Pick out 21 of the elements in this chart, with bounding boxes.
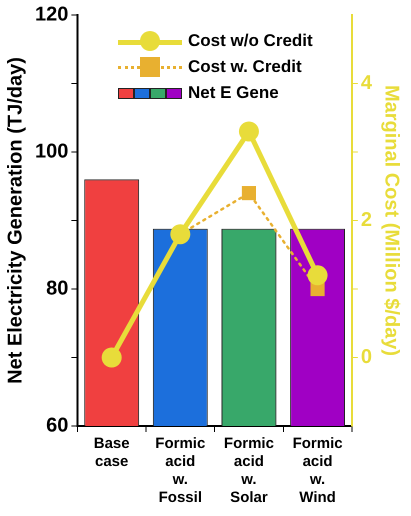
point: [308, 265, 328, 286]
legend-label: Cost w. Credit: [188, 57, 302, 77]
x-tick-label: Formic acid w. Wind: [292, 435, 343, 506]
point: [170, 224, 190, 244]
y-tick-label: 120: [34, 4, 68, 26]
y2-tick-label: 2: [360, 209, 372, 232]
point: [242, 186, 256, 200]
y-axis-title: Net Electricity Generation (TJ/day): [4, 57, 27, 384]
y-tick-label: 60: [46, 414, 68, 437]
x-tick-label: Base case: [94, 435, 130, 470]
y2-axis-title: Marginal Cost (Million $/day): [380, 84, 402, 356]
y2-tick-label: 4: [360, 72, 373, 94]
y-tick-label: 100: [34, 140, 68, 163]
x-tick-label: Formic acid w. Fossil: [155, 435, 206, 506]
point: [102, 348, 122, 368]
legend-label: Net E Gene: [188, 83, 279, 103]
y2-tick-label: 0: [360, 346, 372, 368]
y-tick-label: 80: [46, 278, 68, 300]
point: [238, 121, 259, 142]
x-tick-label: Formic acid w. Solar: [224, 435, 274, 506]
legend-label: Cost w/o Credit: [188, 31, 313, 51]
